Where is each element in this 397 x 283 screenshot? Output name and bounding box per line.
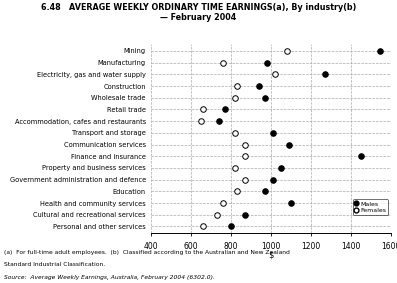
X-axis label: $: $ [268,251,274,260]
Text: (a)  For full-time adult employees.  (b)  Classified according to the Australian: (a) For full-time adult employees. (b) C… [4,250,290,256]
Text: Source:  Average Weekly Earnings, Australia, February 2004 (6302.0).: Source: Average Weekly Earnings, Austral… [4,275,215,280]
Text: — February 2004: — February 2004 [160,13,237,22]
Text: Standard Industrial Classification.: Standard Industrial Classification. [4,262,105,267]
Text: 6.48   AVERAGE WEEKLY ORDINARY TIME EARNINGS(a), By industry(b): 6.48 AVERAGE WEEKLY ORDINARY TIME EARNIN… [41,3,356,12]
Legend: Males, Females: Males, Females [353,200,388,215]
